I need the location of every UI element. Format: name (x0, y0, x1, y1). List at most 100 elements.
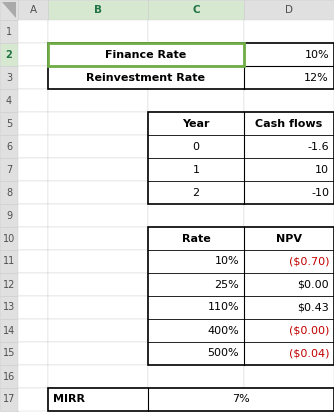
Text: 10: 10 (315, 164, 329, 175)
Text: 10%: 10% (214, 257, 239, 267)
Text: B: B (94, 5, 102, 15)
Bar (18, 158, 48, 181)
Bar (0, 273, 18, 296)
Bar (148, 112, 334, 204)
Bar (148, 66, 244, 89)
Bar (244, 227, 334, 250)
Text: A: A (29, 5, 36, 15)
Text: -10: -10 (311, 187, 329, 197)
Bar (0, 0, 18, 20)
Text: 500%: 500% (207, 349, 239, 358)
Polygon shape (2, 2, 16, 18)
Bar (48, 204, 148, 227)
Bar (148, 319, 244, 342)
Text: D: D (285, 5, 293, 15)
Text: 13: 13 (3, 302, 15, 312)
Bar (48, 342, 148, 365)
Bar (0, 181, 18, 204)
Text: 2: 2 (192, 187, 199, 197)
Bar (148, 227, 244, 250)
Bar (244, 20, 334, 43)
Bar (48, 43, 148, 66)
Bar (48, 319, 148, 342)
Bar (0, 20, 18, 43)
Bar (0, 89, 18, 112)
Bar (18, 89, 48, 112)
Bar (244, 89, 334, 112)
Bar (0, 319, 18, 342)
Text: ($0.70): ($0.70) (289, 257, 329, 267)
Bar (244, 204, 334, 227)
Text: 12: 12 (3, 279, 15, 290)
Text: Reinvestment Rate: Reinvestment Rate (87, 73, 205, 82)
Text: 8: 8 (6, 187, 12, 197)
Bar (48, 296, 148, 319)
Bar (18, 342, 48, 365)
Bar (244, 66, 334, 89)
Bar (148, 112, 334, 204)
Bar (148, 296, 244, 319)
Text: $0.43: $0.43 (297, 302, 329, 312)
Bar (18, 135, 48, 158)
Bar (244, 0, 334, 20)
Bar (0, 43, 18, 66)
Text: 6: 6 (6, 141, 12, 152)
Bar (244, 181, 334, 204)
Bar (18, 365, 48, 388)
Bar (0, 250, 18, 273)
Bar (18, 227, 48, 250)
Bar (148, 0, 244, 20)
Bar (244, 273, 334, 296)
Bar (48, 273, 148, 296)
Bar (48, 388, 148, 411)
Bar (48, 388, 334, 411)
Bar (0, 342, 18, 365)
Bar (148, 43, 244, 66)
Bar (148, 342, 244, 365)
Text: 16: 16 (3, 372, 15, 382)
Bar (148, 158, 244, 181)
Bar (0, 204, 18, 227)
Bar (148, 388, 244, 411)
Bar (244, 158, 334, 181)
Text: NPV: NPV (276, 234, 302, 243)
Bar (18, 273, 48, 296)
Bar (0, 158, 18, 181)
Bar (48, 227, 148, 250)
Bar (48, 43, 244, 66)
Text: Year: Year (182, 119, 210, 129)
Bar (0, 66, 18, 89)
Text: ($0.00): ($0.00) (289, 325, 329, 335)
Text: 4: 4 (6, 96, 12, 105)
Bar (18, 296, 48, 319)
Bar (244, 388, 334, 411)
Text: Finance Rate: Finance Rate (105, 49, 187, 59)
Bar (148, 204, 244, 227)
Bar (48, 250, 148, 273)
Bar (244, 342, 334, 365)
Bar (148, 112, 244, 135)
Bar (48, 43, 334, 89)
Text: 12%: 12% (304, 73, 329, 82)
Bar (0, 296, 18, 319)
Bar (48, 20, 148, 43)
Text: 9: 9 (6, 211, 12, 220)
Text: 11: 11 (3, 257, 15, 267)
Bar (48, 66, 148, 89)
Text: Cash flows: Cash flows (256, 119, 323, 129)
Bar (244, 365, 334, 388)
Bar (18, 204, 48, 227)
Bar (148, 365, 244, 388)
Text: 5: 5 (6, 119, 12, 129)
Bar (18, 20, 48, 43)
Text: 17: 17 (3, 395, 15, 405)
Bar (244, 296, 334, 319)
Bar (148, 181, 244, 204)
Bar (48, 158, 148, 181)
Text: $0.00: $0.00 (297, 279, 329, 290)
Bar (18, 388, 48, 411)
Bar (48, 365, 148, 388)
Text: 1: 1 (6, 26, 12, 37)
Bar (148, 20, 244, 43)
Text: -1.6: -1.6 (307, 141, 329, 152)
